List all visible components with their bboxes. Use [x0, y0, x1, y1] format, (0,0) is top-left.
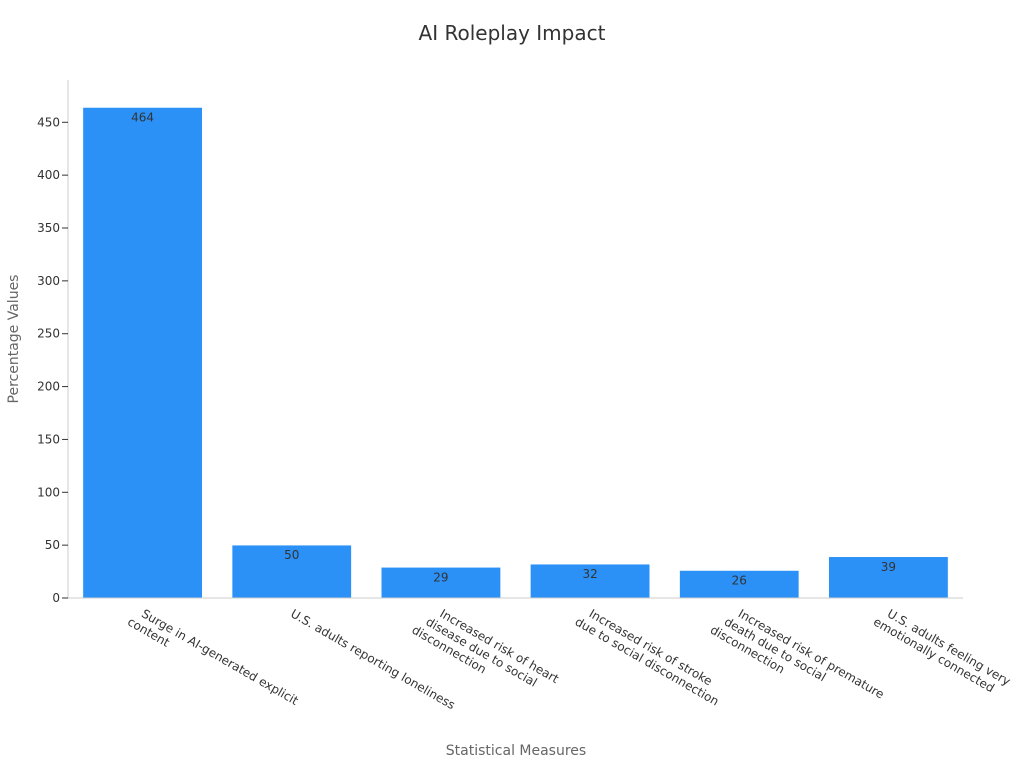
- data-label: 39: [881, 560, 896, 574]
- x-tick-label: U.S. adults feeling veryemotionally conn…: [871, 602, 1013, 700]
- x-tick-label: Increased risk of prematuredeath due to …: [708, 598, 887, 725]
- data-label: 26: [732, 574, 747, 588]
- bar: [828, 556, 949, 599]
- data-label: 50: [284, 548, 299, 562]
- bars: 464 50 29 32 26 39: [82, 107, 949, 599]
- y-tick-label: 150: [37, 432, 60, 446]
- y-tick-label: 450: [37, 115, 60, 129]
- chart-title: AI Roleplay Impact: [419, 21, 606, 45]
- bar: [530, 563, 651, 599]
- x-tick-label: Increased risk of strokedue to social di…: [573, 602, 729, 708]
- data-label: 32: [582, 567, 597, 581]
- y-tick-label: 0: [52, 591, 60, 605]
- bar: [381, 567, 501, 599]
- y-axis: 0 50 100 150 200 250 300 350 400 450: [37, 80, 69, 605]
- y-tick-label: 50: [45, 538, 60, 552]
- y-axis-title: Percentage Values: [6, 275, 22, 404]
- x-tick-label: Surge in AI-generated explicitcontent: [125, 602, 301, 720]
- x-axis-title: Statistical Measures: [446, 743, 586, 759]
- y-tick-label: 350: [37, 221, 60, 235]
- bar: [82, 107, 203, 599]
- y-tick-label: 300: [37, 274, 60, 288]
- y-tick-label: 250: [37, 327, 60, 341]
- data-label: 464: [131, 110, 154, 124]
- y-tick-label: 400: [37, 168, 60, 182]
- x-axis: Surge in AI-generated explicitcontent U.S…: [68, 597, 1013, 725]
- y-tick-label: 200: [37, 380, 60, 394]
- bar: [679, 570, 800, 599]
- y-tick-label: 100: [37, 485, 60, 499]
- bar: [231, 544, 352, 599]
- data-label: 29: [433, 570, 448, 584]
